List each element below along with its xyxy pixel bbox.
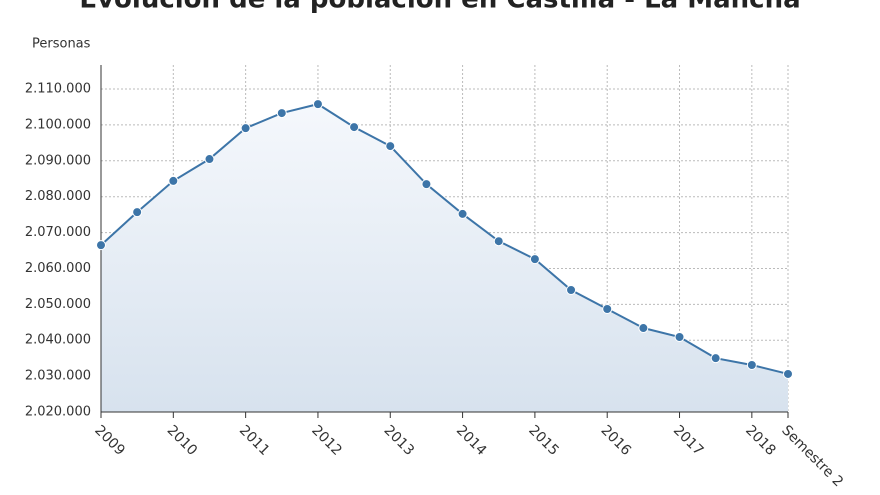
x-tick-label: 2009 [91, 422, 128, 459]
y-tick-label: 2.060.000 [25, 261, 91, 276]
point [204, 154, 215, 165]
point [240, 123, 251, 134]
chart-title: Evolución de la población en Castilla - … [79, 0, 800, 15]
x-tick-label: 2010 [164, 422, 201, 459]
point [746, 359, 757, 370]
point [493, 236, 504, 247]
point [312, 99, 323, 110]
point [96, 240, 106, 251]
x-tick-label: 2013 [381, 422, 418, 459]
x-tick-label: 2016 [598, 422, 635, 459]
point [276, 108, 287, 119]
x-tick-label: 2017 [670, 422, 707, 459]
x-tick-label: 2012 [308, 422, 345, 459]
x-tick-label: 2011 [236, 422, 273, 459]
y-tick-label: 2.090.000 [25, 153, 91, 168]
area [101, 104, 788, 412]
chart-body: Evolución de la población en Castilla - … [25, 0, 846, 490]
point [674, 332, 685, 343]
y-tick-label: 2.110.000 [25, 82, 91, 97]
point [132, 207, 143, 218]
y-tick-label: 2.100.000 [25, 117, 91, 132]
x-tick-label: 2018 [742, 422, 779, 459]
y-tick-label: 2.050.000 [25, 297, 91, 312]
point [783, 368, 793, 379]
x-tick-label: 2015 [525, 422, 562, 459]
y-axis-label: Personas [32, 37, 91, 52]
point [385, 141, 396, 152]
point [566, 284, 577, 295]
point [638, 323, 649, 334]
point [421, 179, 432, 190]
point [710, 353, 721, 364]
x-tick-label: 2014 [453, 422, 490, 459]
y-tick-label: 2.020.000 [25, 405, 91, 420]
line [100, 103, 789, 375]
y-tick-label: 2.040.000 [25, 333, 91, 348]
point [349, 122, 360, 133]
point [602, 304, 613, 315]
y-tick-label: 2.030.000 [25, 369, 91, 384]
point [168, 175, 179, 186]
y-tick-label: 2.080.000 [25, 189, 91, 204]
y-tick-label: 2.070.000 [25, 225, 91, 240]
x-tick-label: Semestre 2 [778, 422, 846, 490]
point [457, 208, 468, 219]
point [529, 254, 540, 265]
